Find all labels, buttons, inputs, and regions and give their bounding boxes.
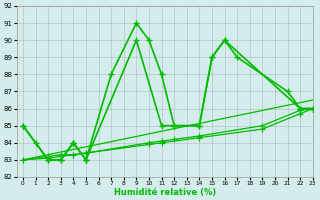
X-axis label: Humidité relative (%): Humidité relative (%)	[114, 188, 216, 197]
